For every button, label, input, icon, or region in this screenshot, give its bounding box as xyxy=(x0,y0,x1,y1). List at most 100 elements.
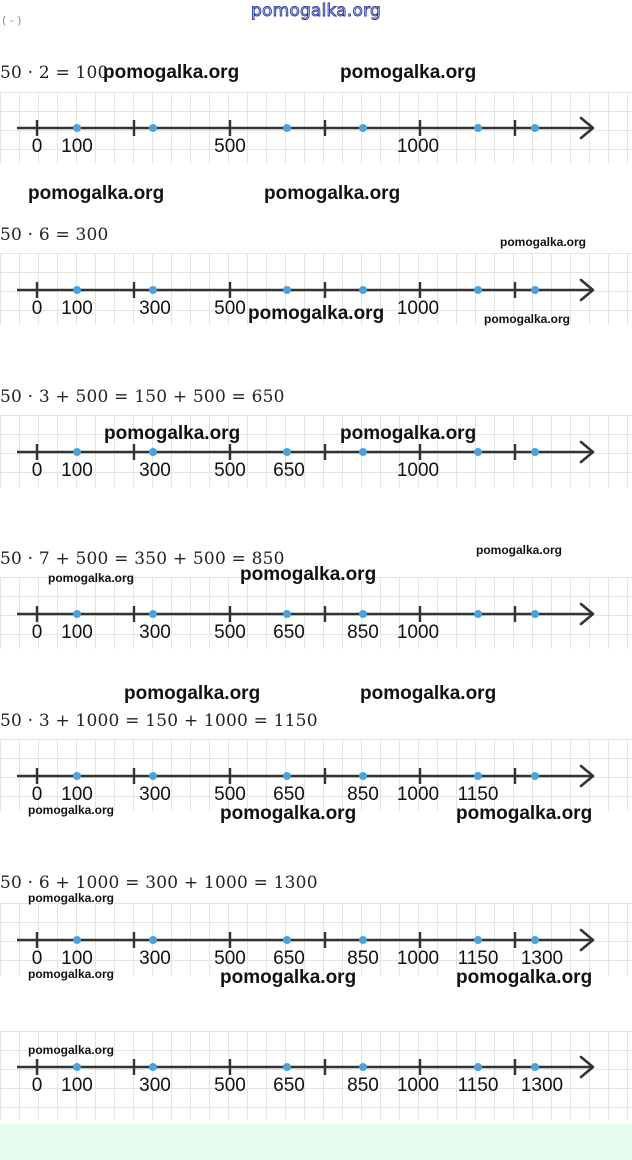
number-line xyxy=(17,1055,595,1079)
point-marker xyxy=(531,448,539,456)
point-marker xyxy=(73,772,81,780)
arrow-head-icon xyxy=(579,1055,595,1079)
point-marker xyxy=(531,1063,539,1071)
point-marker xyxy=(283,610,291,618)
point-marker xyxy=(149,772,157,780)
point-marker xyxy=(149,286,157,294)
equation: 50 · 6 = 300 xyxy=(0,225,109,245)
watermark-text: pomogalka.org xyxy=(28,803,115,817)
number-label: 500 xyxy=(214,622,246,643)
number-label: 650 xyxy=(273,948,305,969)
watermark-text: pomogalka.org xyxy=(220,803,357,824)
point-marker xyxy=(73,448,81,456)
point-marker xyxy=(73,286,81,294)
arrow-head-icon xyxy=(579,764,595,788)
point-marker xyxy=(73,1063,81,1071)
number-label: 1000 xyxy=(396,136,440,157)
number-label: 650 xyxy=(273,1075,305,1096)
equation: 50 · 3 + 1000 = 150 + 1000 = 1150 xyxy=(0,711,318,731)
arrow-head-icon xyxy=(579,602,595,626)
number-label: 0 xyxy=(31,298,43,319)
point-marker xyxy=(474,936,482,944)
watermark-text: pomogalka.org xyxy=(28,183,165,204)
point-marker xyxy=(283,772,291,780)
point-marker xyxy=(474,610,482,618)
number-line xyxy=(17,116,595,140)
number-label: 500 xyxy=(214,298,246,319)
point-marker xyxy=(283,1063,291,1071)
watermark-text: pomogalka.org xyxy=(28,891,115,905)
arrow-head-icon xyxy=(579,928,595,952)
number-label: 0 xyxy=(31,1075,43,1096)
point-marker xyxy=(531,936,539,944)
equation: 50 · 7 + 500 = 350 + 500 = 850 xyxy=(0,549,285,569)
point-marker xyxy=(359,286,367,294)
number-label: 1000 xyxy=(396,298,440,319)
number-line xyxy=(17,440,595,464)
cropped-fragment: ( - ) xyxy=(2,14,22,27)
number-label: 1000 xyxy=(396,622,440,643)
point-marker xyxy=(149,448,157,456)
number-label: 100 xyxy=(61,1075,93,1096)
number-label: 0 xyxy=(31,622,43,643)
number-label: 300 xyxy=(139,460,171,481)
watermark-text: pomogalka.org xyxy=(124,683,261,704)
number-label: 100 xyxy=(61,948,93,969)
number-label: 500 xyxy=(214,136,246,157)
watermark-text: pomogalka.org xyxy=(500,235,587,249)
number-label: 650 xyxy=(273,784,305,805)
number-label: 0 xyxy=(31,460,43,481)
number-line xyxy=(17,602,595,626)
watermark-text: pomogalka.org xyxy=(476,543,563,557)
number-line xyxy=(17,278,595,302)
number-label: 100 xyxy=(61,622,93,643)
number-label: 300 xyxy=(139,622,171,643)
number-line xyxy=(17,928,595,952)
watermark-text: pomogalka.org xyxy=(28,1043,115,1057)
point-marker xyxy=(283,448,291,456)
number-label: 500 xyxy=(214,460,246,481)
point-marker xyxy=(359,448,367,456)
number-label: 100 xyxy=(61,298,93,319)
arrow-head-icon xyxy=(579,278,595,302)
point-marker xyxy=(149,1063,157,1071)
point-marker xyxy=(474,286,482,294)
grid-background xyxy=(0,1031,632,1119)
number-label: 1000 xyxy=(396,460,440,481)
number-line xyxy=(17,764,595,788)
point-marker xyxy=(359,772,367,780)
number-label: 0 xyxy=(31,948,43,969)
watermark-text: pomogalka.org xyxy=(248,303,385,324)
point-marker xyxy=(359,124,367,132)
watermark-text: pomogalka.org xyxy=(28,967,115,981)
point-marker xyxy=(359,610,367,618)
point-marker xyxy=(149,124,157,132)
number-label: 300 xyxy=(139,1075,171,1096)
equation: 50 · 6 + 1000 = 300 + 1000 = 1300 xyxy=(0,873,318,893)
number-label: 1150 xyxy=(457,784,499,805)
number-label: 300 xyxy=(139,948,171,969)
point-marker xyxy=(283,936,291,944)
number-label: 1150 xyxy=(457,948,499,969)
point-marker xyxy=(531,124,539,132)
point-marker xyxy=(531,772,539,780)
number-label: 1150 xyxy=(457,1075,499,1096)
watermark-text: pomogalka.org xyxy=(48,571,135,585)
number-label: 100 xyxy=(61,784,93,805)
equation: 50 · 3 + 500 = 150 + 500 = 650 xyxy=(0,387,285,407)
number-label: 500 xyxy=(214,1075,246,1096)
watermark-text: pomogalka.org xyxy=(104,423,241,444)
watermark-text: pomogalka.org xyxy=(340,62,477,83)
watermark-text: pomogalka.org xyxy=(264,183,401,204)
watermark-text: pomogalka.org xyxy=(484,312,571,326)
number-label: 1300 xyxy=(520,948,564,969)
number-label: 300 xyxy=(139,298,171,319)
number-label: 1300 xyxy=(520,1075,564,1096)
number-label: 850 xyxy=(347,622,379,643)
watermark-text: pomogalka.org xyxy=(456,803,593,824)
number-label: 1000 xyxy=(396,784,440,805)
number-label: 650 xyxy=(273,460,305,481)
site-watermark: pomogalka.org xyxy=(251,1,382,22)
point-marker xyxy=(474,124,482,132)
point-marker xyxy=(73,936,81,944)
